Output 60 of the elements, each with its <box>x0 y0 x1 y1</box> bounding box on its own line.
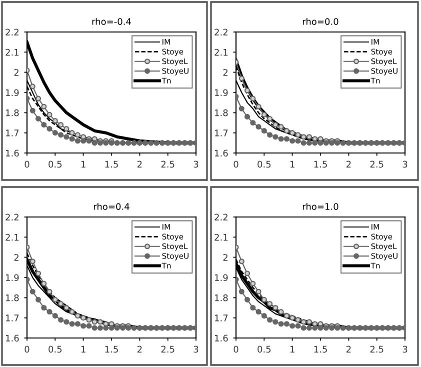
x-tick-label: 1 <box>290 346 294 352</box>
chart-title: rho=-0.4 <box>92 18 131 25</box>
y-tick-label: 1.9 <box>214 274 228 282</box>
y-tick-label: 2.2 <box>6 28 18 36</box>
x-tick-label: 2 <box>137 160 142 168</box>
x-tick-label: 1.5 <box>105 160 118 168</box>
y-tick-label: 2.1 <box>6 48 19 56</box>
x-tick-label: 2.5 <box>161 160 174 168</box>
y-tick-label: 1.7 <box>6 314 19 322</box>
x-tick-label: 0 <box>24 346 30 353</box>
x-tick-label: 3 <box>402 346 408 353</box>
x-tick-label: 3 <box>402 160 408 168</box>
y-tick-label: 1.8 <box>6 294 19 302</box>
chart-title: rho=1.0 <box>302 202 338 210</box>
y-tick-label: 1.6 <box>6 334 19 342</box>
x-tick-label: 2.5 <box>161 346 174 353</box>
y-tick-label: 1.7 <box>214 130 228 136</box>
x-tick-label: 1.5 <box>105 346 118 353</box>
y-tick-label: 2 <box>14 254 18 261</box>
y-tick-label: 2.1 <box>214 48 228 56</box>
y-tick-label: 1.9 <box>6 274 19 282</box>
x-tick-label: 1 <box>81 160 86 168</box>
y-tick-label: 2 <box>223 254 228 261</box>
y-tick-label: 1.7 <box>6 130 19 136</box>
y-tick-label: 2.2 <box>6 214 18 220</box>
x-tick-label: 1.5 <box>314 346 327 353</box>
x-tick-label: 3 <box>194 160 198 168</box>
x-tick-label: 0 <box>234 346 238 353</box>
chart-title: rho=0.0 <box>302 18 338 25</box>
y-tick-label: 2 <box>223 69 228 76</box>
y-tick-label: 2.1 <box>6 234 19 241</box>
x-tick-label: 3 <box>194 346 198 353</box>
x-tick-label: 2 <box>346 346 351 352</box>
x-tick-label: 0.5 <box>258 160 271 168</box>
x-tick-label: 0.5 <box>258 346 271 353</box>
x-tick-label: 0 <box>24 160 30 168</box>
y-tick-label: 1.8 <box>214 294 228 302</box>
x-tick-label: 1 <box>290 160 294 168</box>
x-tick-label: 2 <box>346 160 351 168</box>
y-tick-label: 2 <box>14 69 18 76</box>
x-tick-label: 2 <box>137 346 142 352</box>
y-tick-label: 1.9 <box>214 89 228 96</box>
y-tick-label: 1.8 <box>6 109 19 116</box>
y-tick-label: 1.8 <box>214 109 228 116</box>
x-tick-label: 1.5 <box>314 160 327 168</box>
y-tick-label: 1.6 <box>214 334 228 342</box>
x-tick-label: 0.5 <box>48 160 62 168</box>
x-tick-label: 0.5 <box>48 346 62 353</box>
x-tick-label: 2.5 <box>370 160 384 168</box>
x-tick-label: 0 <box>234 160 238 168</box>
chart-title: rho=0.4 <box>94 202 130 210</box>
y-tick-label: 2.1 <box>214 234 228 241</box>
y-tick-label: 2.2 <box>214 28 228 36</box>
y-tick-label: 2.2 <box>214 214 228 220</box>
x-tick-label: 1 <box>81 346 86 352</box>
y-tick-label: 1.9 <box>6 89 19 96</box>
y-tick-label: 1.6 <box>214 150 228 157</box>
x-tick-label: 2.5 <box>370 346 384 353</box>
y-tick-label: 1.7 <box>214 314 228 322</box>
y-tick-label: 1.6 <box>6 150 19 157</box>
